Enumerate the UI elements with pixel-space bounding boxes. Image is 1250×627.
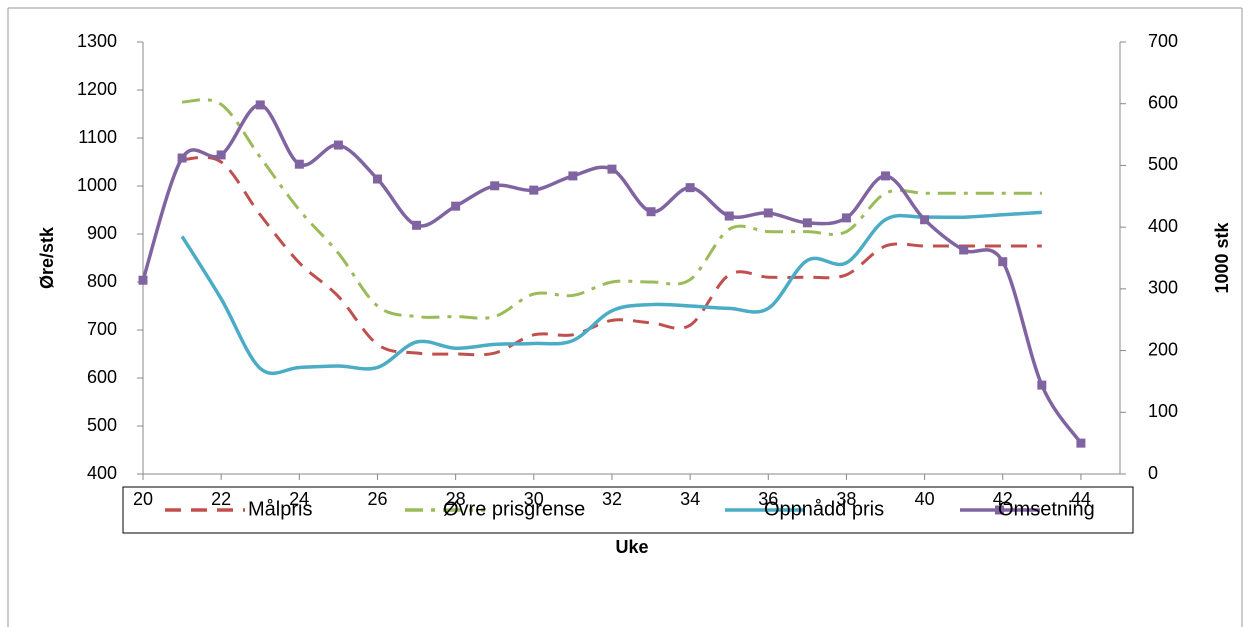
y2-tick-label: 300 xyxy=(1148,278,1178,298)
y2-tick-label: 600 xyxy=(1148,92,1178,112)
legend-marker xyxy=(995,505,1004,515)
legend-label: Oppnådd pris xyxy=(764,498,884,520)
legend-label: Øvre prisgrense xyxy=(443,498,585,520)
marker xyxy=(177,153,187,163)
x-tick-label: 24 xyxy=(289,489,309,509)
marker xyxy=(216,150,226,160)
marker xyxy=(1076,438,1086,448)
y-tick-label: 500 xyxy=(87,415,117,435)
y-tick-label: 1200 xyxy=(77,79,117,99)
x-tick-label: 20 xyxy=(133,489,153,509)
y-tick-label: 1100 xyxy=(78,127,117,147)
y2-tick-label: 0 xyxy=(1148,463,1158,483)
y-tick-label: 1300 xyxy=(77,31,117,51)
y-tick-label: 900 xyxy=(87,223,117,243)
y2-tick-label: 200 xyxy=(1148,339,1178,359)
legend-label: Målpris xyxy=(248,498,312,520)
x-tick-label: 36 xyxy=(758,489,778,509)
y2-tick-label: 100 xyxy=(1148,401,1178,421)
marker xyxy=(802,218,812,228)
marker xyxy=(333,140,343,150)
y-axis-title: Øre/stk xyxy=(37,226,57,289)
y2-tick-label: 400 xyxy=(1148,216,1178,236)
marker xyxy=(920,215,930,225)
marker xyxy=(881,171,891,181)
marker xyxy=(685,183,695,193)
y-tick-label: 800 xyxy=(87,271,117,291)
marker xyxy=(255,100,265,110)
legend-label: Omsetning xyxy=(998,498,1095,520)
marker xyxy=(646,207,656,217)
marker xyxy=(959,245,969,255)
marker xyxy=(412,220,422,230)
x-tick-label: 32 xyxy=(602,489,622,509)
marker xyxy=(841,213,851,223)
marker xyxy=(998,257,1008,267)
marker xyxy=(529,185,539,195)
y-tick-label: 700 xyxy=(87,319,117,339)
x-tick-label: 38 xyxy=(836,489,856,509)
x-tick-label: 26 xyxy=(367,489,387,509)
series-line xyxy=(181,155,1042,357)
marker xyxy=(763,208,773,218)
x-tick-label: 40 xyxy=(915,489,935,509)
x-tick-label: 42 xyxy=(993,489,1013,509)
y2-axis-title: 1000 stk xyxy=(1212,221,1232,293)
x-tick-label: 22 xyxy=(211,489,231,509)
x-tick-label: 28 xyxy=(446,489,466,509)
y-tick-label: 600 xyxy=(87,367,117,387)
marker xyxy=(490,181,500,191)
marker xyxy=(372,174,382,184)
marker xyxy=(568,171,578,181)
series-line xyxy=(180,210,1042,375)
y-tick-label: 400 xyxy=(87,463,117,483)
marker xyxy=(607,164,617,174)
x-tick-label: 44 xyxy=(1071,489,1091,509)
legend xyxy=(122,486,1134,534)
y2-tick-label: 500 xyxy=(1148,154,1178,174)
y2-tick-label: 700 xyxy=(1148,31,1178,51)
marker xyxy=(1037,380,1047,390)
marker xyxy=(294,159,304,169)
x-axis-title: Uke xyxy=(615,537,648,557)
marker xyxy=(724,211,734,221)
x-tick-label: 34 xyxy=(680,489,700,509)
series-line xyxy=(181,98,1042,320)
marker xyxy=(451,201,461,211)
x-tick-label: 30 xyxy=(524,489,544,509)
marker xyxy=(138,275,148,285)
y-tick-label: 1000 xyxy=(77,175,117,195)
series-line xyxy=(141,103,1083,445)
